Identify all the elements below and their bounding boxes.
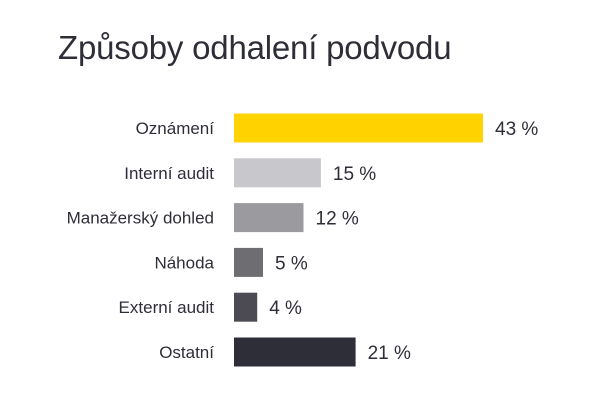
chart-title: Způsoby odhalení podvodu <box>58 29 452 66</box>
value-label: 4 % <box>269 298 302 319</box>
value-labels-group: 43 % 15 % 12 % 5 % 4 % 21 % <box>269 119 538 364</box>
bar-1 <box>234 158 321 188</box>
category-label: Oznámení <box>136 119 215 138</box>
bars-group <box>234 113 483 367</box>
value-label: 5 % <box>275 253 308 274</box>
bar-5 <box>234 337 356 367</box>
bar-2 <box>234 203 304 233</box>
category-label: Náhoda <box>154 253 214 272</box>
category-label: Ostatní <box>159 343 214 362</box>
value-label: 21 % <box>368 343 411 364</box>
bar-4 <box>234 292 258 322</box>
category-labels-group: Oznámení Interní audit Manažerský dohled Ná… <box>67 119 215 362</box>
category-label: Externí audit <box>119 298 215 317</box>
value-label: 12 % <box>316 209 359 230</box>
category-label: Interní audit <box>124 164 214 183</box>
bar-0 <box>234 113 483 143</box>
value-label: 15 % <box>333 164 376 185</box>
category-label: Manažerský dohled <box>67 209 214 228</box>
bar-3 <box>234 247 263 277</box>
value-label: 43 % <box>495 119 538 140</box>
